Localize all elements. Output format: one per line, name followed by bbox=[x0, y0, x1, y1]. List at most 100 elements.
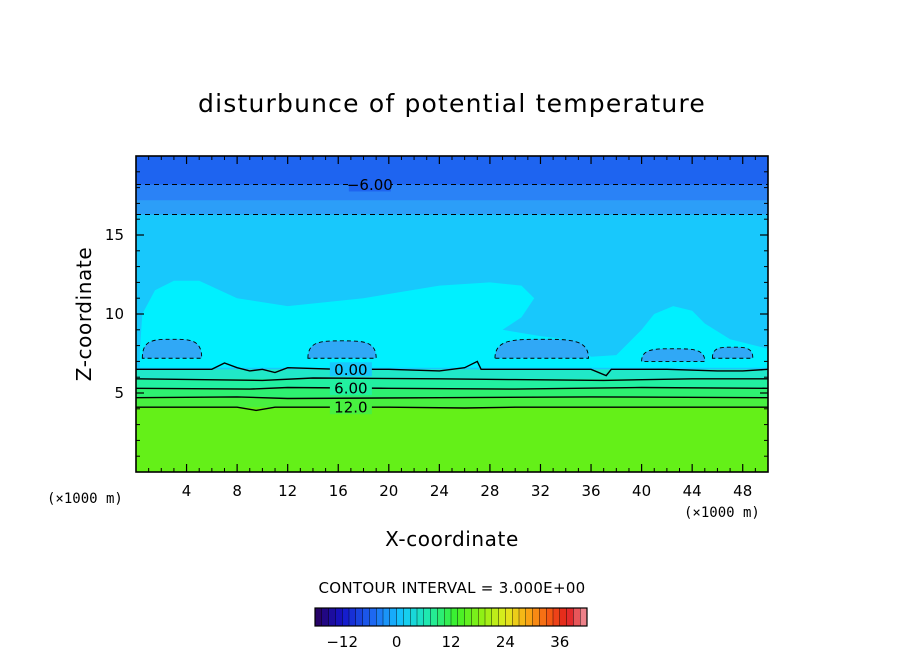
x-tick-label-0: 4 bbox=[182, 482, 192, 500]
y-axis-unit: (×1000 m) bbox=[47, 491, 123, 507]
colorbar-tick-label-1: 0 bbox=[392, 633, 402, 651]
colorbar bbox=[314, 607, 588, 627]
fill-layer-1 bbox=[136, 184, 768, 201]
cold-pocket-1 bbox=[307, 340, 377, 359]
colorbar-segment bbox=[546, 607, 554, 627]
fill-layer-8 bbox=[136, 407, 768, 472]
fill-layer-0 bbox=[136, 156, 768, 185]
colorbar-segment bbox=[464, 607, 472, 627]
colorbar-segment bbox=[552, 607, 561, 627]
colorbar-segment bbox=[580, 607, 588, 627]
fill-layer-2 bbox=[136, 200, 768, 215]
contour-label-bg-6 bbox=[329, 400, 372, 415]
colorbar-segment bbox=[416, 607, 425, 627]
colorbar-segment bbox=[342, 607, 350, 627]
fill-layer-4 bbox=[136, 369, 768, 380]
colorbar-segment bbox=[457, 607, 465, 627]
colorbar-segment bbox=[396, 607, 404, 627]
colorbar-segment bbox=[423, 607, 431, 627]
y-tick-label-0: 5 bbox=[114, 384, 124, 402]
contour-line-5 bbox=[136, 396, 768, 400]
contour-label-bg-4 bbox=[329, 380, 372, 395]
colorbar-segment bbox=[491, 607, 499, 627]
contour-label-bg-2 bbox=[329, 362, 372, 377]
colorbar-segment bbox=[403, 607, 411, 627]
cold-pocket-2 bbox=[494, 338, 589, 359]
x-axis-label: X-coordinate bbox=[385, 527, 519, 551]
colorbar-segment bbox=[444, 607, 452, 627]
x-tick-label-2: 12 bbox=[278, 482, 297, 500]
x-tick-label-10: 44 bbox=[683, 482, 702, 500]
colorbar-segment bbox=[518, 607, 527, 627]
contour-interval-label: CONTOUR INTERVAL = 3.000E+00 bbox=[318, 579, 585, 597]
colorbar-segment bbox=[505, 607, 513, 627]
colorbar-tick-label-2: 12 bbox=[441, 633, 460, 651]
fill-layer-7 bbox=[136, 397, 768, 408]
warm-plume-region bbox=[139, 280, 768, 368]
colorbar-segment bbox=[525, 607, 533, 627]
y-axis-ticks: 5 10 15 bbox=[105, 171, 768, 457]
contour-label-6: 12.0 bbox=[334, 399, 367, 417]
chart-title: disturbunce of potential temperature bbox=[198, 89, 706, 118]
colorbar-frame bbox=[314, 607, 588, 627]
colorbar-segment bbox=[573, 607, 581, 627]
fill-layer-5 bbox=[136, 378, 768, 389]
contour-label-bg-0 bbox=[348, 177, 391, 192]
x-tick-label-9: 40 bbox=[632, 482, 651, 500]
colorbar-segment bbox=[450, 607, 459, 627]
colorbar-segment bbox=[382, 607, 391, 627]
contour-label-0: −6.00 bbox=[347, 176, 393, 194]
cold-pocket-4 bbox=[711, 346, 754, 359]
colorbar-tick-label-4: 36 bbox=[550, 633, 569, 651]
contour-label-4: 6.00 bbox=[334, 379, 367, 397]
contour-line-3 bbox=[136, 377, 768, 382]
fill-layers bbox=[136, 156, 768, 472]
colorbar-segment bbox=[471, 607, 479, 627]
colorbar-ticks: −12 0 12 24 36 bbox=[326, 633, 569, 651]
x-tick-label-3: 16 bbox=[329, 482, 348, 500]
x-tick-label-1: 8 bbox=[232, 482, 242, 500]
contour-line-2 bbox=[136, 360, 768, 377]
colorbar-segment bbox=[478, 607, 486, 627]
x-axis-ticks: 4 8 12 16 20 24 28 32 36 40 44 48 bbox=[148, 156, 756, 500]
y-tick-label-2: 15 bbox=[105, 226, 124, 244]
colorbar-segment bbox=[559, 607, 567, 627]
colorbar-tick-label-0: −12 bbox=[326, 633, 358, 651]
colorbar-segment bbox=[376, 607, 384, 627]
colorbar-tick-label-3: 24 bbox=[496, 633, 515, 651]
colorbar-segment bbox=[532, 607, 540, 627]
x-tick-label-7: 32 bbox=[531, 482, 550, 500]
contour-line-4 bbox=[136, 386, 768, 390]
colorbar-segment bbox=[498, 607, 506, 627]
colorbar-segment bbox=[355, 607, 363, 627]
contour-lines bbox=[136, 183, 768, 412]
x-tick-label-6: 28 bbox=[480, 482, 499, 500]
colorbar-segment bbox=[512, 607, 520, 627]
colorbar-segment bbox=[314, 607, 323, 627]
colorbar-segment bbox=[348, 607, 357, 627]
plot-area: −6.00 0.006.00 12.0 bbox=[136, 156, 768, 472]
x-tick-label-8: 36 bbox=[581, 482, 600, 500]
warm-plume bbox=[139, 280, 768, 368]
x-tick-label-5: 24 bbox=[430, 482, 449, 500]
x-tick-label-4: 20 bbox=[379, 482, 398, 500]
cold-pocket-3 bbox=[641, 348, 706, 362]
x-tick-label-11: 48 bbox=[733, 482, 752, 500]
cold-pockets bbox=[141, 338, 754, 362]
colorbar-segment bbox=[437, 607, 445, 627]
colorbar-segment bbox=[335, 607, 343, 627]
colorbar-segment bbox=[328, 607, 336, 627]
colorbar-segment bbox=[369, 607, 377, 627]
y-tick-label-1: 10 bbox=[105, 305, 124, 323]
colorbar-segment bbox=[484, 607, 493, 627]
contour-label-2: 0.00 bbox=[334, 361, 367, 379]
colorbar-segment bbox=[566, 607, 574, 627]
x-axis-unit: (×1000 m) bbox=[684, 505, 760, 521]
colorbar-segment bbox=[430, 607, 438, 627]
cold-pocket-0 bbox=[141, 338, 203, 359]
y-axis-label: Z-coordinate bbox=[72, 247, 96, 381]
fill-layer-6 bbox=[136, 388, 768, 399]
colorbar-segment bbox=[362, 607, 370, 627]
colorbar-segment bbox=[389, 607, 397, 627]
